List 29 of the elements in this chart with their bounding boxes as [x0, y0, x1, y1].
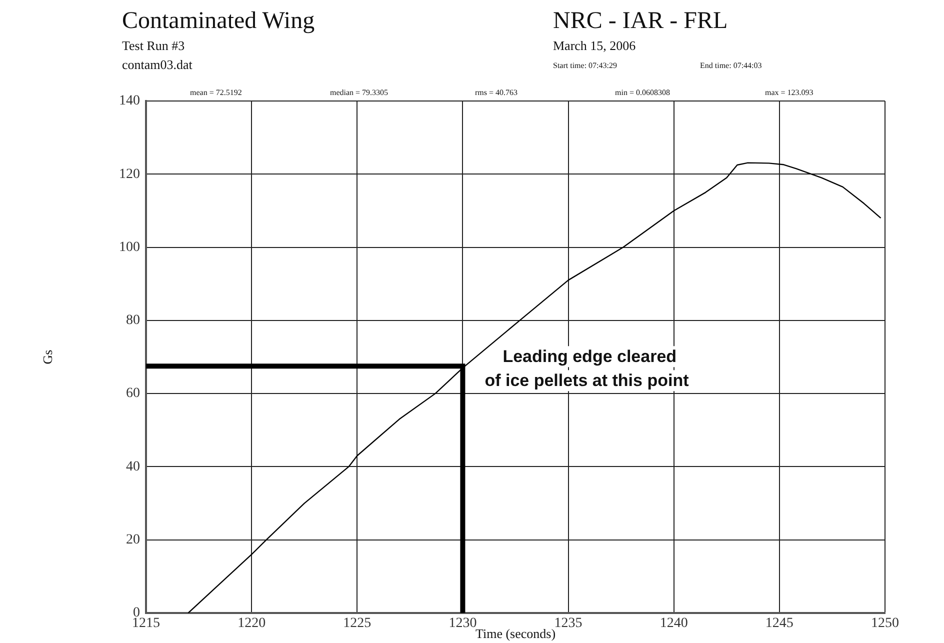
- x-tick-label: 1240: [660, 616, 688, 632]
- x-tick-label: 1250: [871, 616, 899, 632]
- text: March 15, 2006: [553, 38, 636, 54]
- y-tick-label: 40: [126, 459, 140, 474]
- y-tick-label: 100: [119, 240, 140, 255]
- x-axis-title: Time (seconds): [475, 626, 556, 641]
- y-tick-label: 20: [126, 532, 140, 548]
- x-tick-label: 1220: [238, 616, 266, 632]
- text: rms = 40.763: [475, 88, 518, 97]
- text: min = 0.0608308: [615, 88, 670, 97]
- text: median = 79.3305: [330, 88, 388, 97]
- y-axis-title: Gs: [40, 350, 55, 364]
- y-tick-label: 60: [126, 386, 140, 402]
- x-tick-label: 1235: [554, 616, 582, 632]
- annotation: Leading edge cleared of ice pellets at this point: [484, 347, 690, 390]
- y-tick-label: 140: [119, 94, 140, 109]
- chart-subtitle: Test Run #3: [122, 38, 185, 54]
- x-tick-label: 1230: [448, 616, 477, 632]
- chart-title: Contaminated Wing: [122, 8, 315, 35]
- text: End time: 07:44:03: [700, 61, 762, 70]
- text: NRC - IAR - FRL: [553, 8, 728, 35]
- x-tick-label: 1245: [765, 616, 794, 632]
- text: contam03.dat: [122, 57, 192, 73]
- text: mean = 72.5192: [190, 88, 242, 97]
- text: Start time: 07:43:29: [553, 61, 617, 70]
- y-tick-label: 120: [119, 166, 140, 182]
- x-tick-label: 1225: [343, 616, 372, 632]
- text: max = 123.093: [765, 88, 814, 97]
- y-tick-label: 80: [126, 313, 140, 328]
